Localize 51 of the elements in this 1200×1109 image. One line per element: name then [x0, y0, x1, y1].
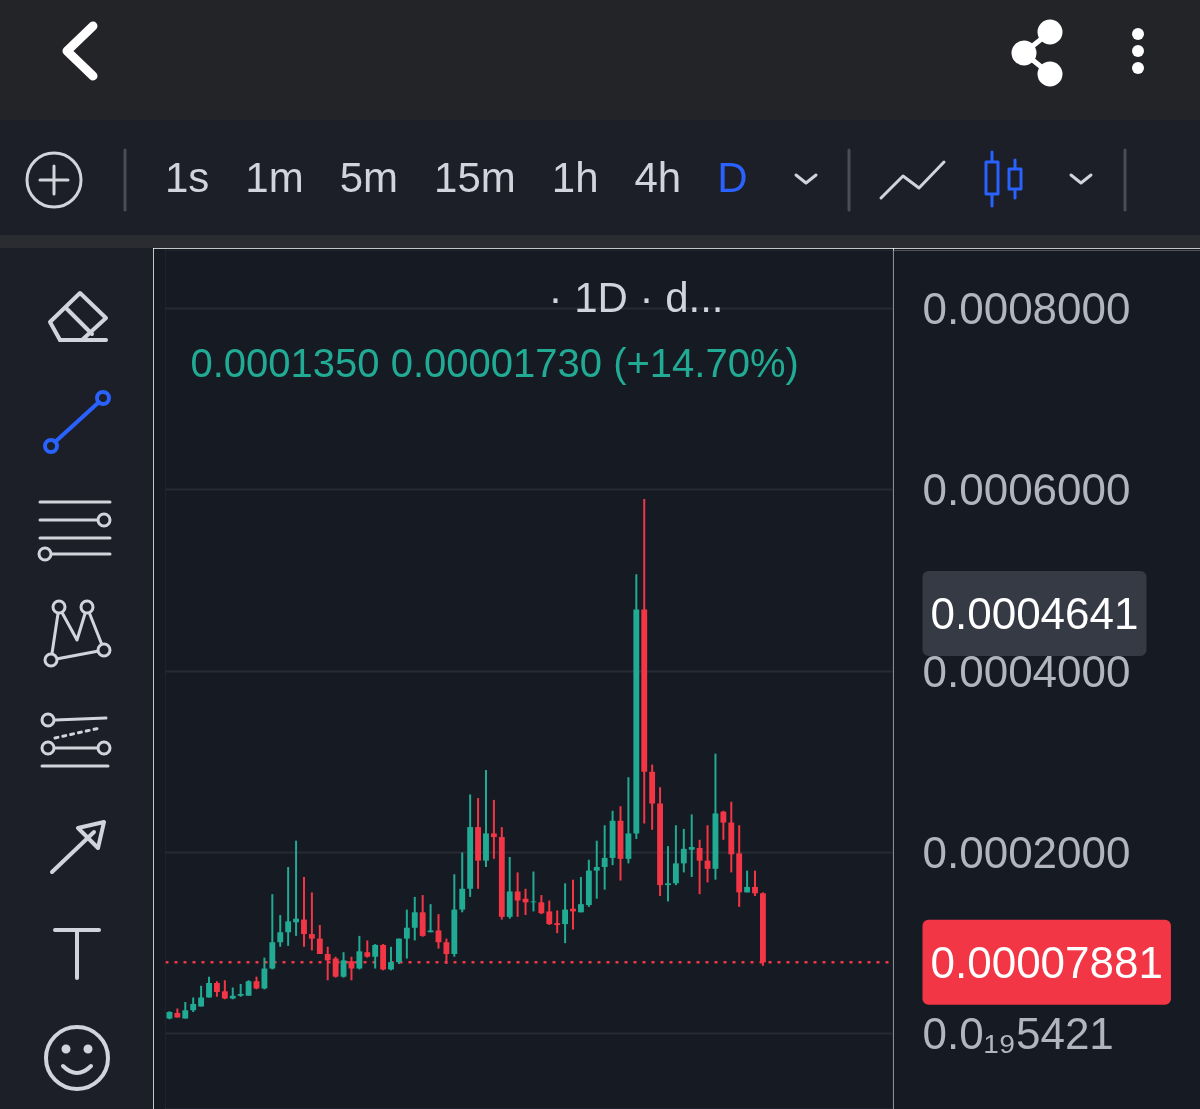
annotation: · 1D · d...	[548, 274, 724, 321]
candlestick	[261, 956, 268, 991]
candlestick	[427, 903, 434, 934]
candlestick	[356, 934, 363, 971]
candlestick	[285, 865, 292, 947]
text: 15m	[434, 152, 516, 203]
candlestick	[680, 827, 687, 874]
y-tick-label: 0.0008000	[922, 284, 1131, 334]
candlestick	[672, 824, 679, 887]
candlestick	[277, 914, 284, 948]
candlestick	[665, 845, 671, 903]
candlestick	[490, 798, 497, 860]
candlestick	[221, 979, 228, 1001]
candlestick	[546, 899, 553, 927]
candlestick	[316, 924, 323, 956]
candlestick	[419, 894, 426, 938]
y-tick-label: 0.0₁₉5421	[922, 1009, 1114, 1059]
candlestick	[720, 809, 727, 841]
text: 5m	[339, 152, 399, 203]
candlestick	[514, 871, 521, 918]
candlestick	[538, 894, 545, 916]
candlestick	[578, 875, 584, 914]
y-tick-label: 0.0004000	[922, 646, 1131, 696]
annotation: 0.0001350 0.00001730 (+14.70%)	[190, 340, 799, 385]
ref-line-label: 0.00007881	[930, 937, 1163, 987]
candlestick	[554, 909, 561, 935]
candlestick	[601, 824, 608, 891]
candlestick	[206, 975, 212, 999]
text: 1s	[165, 152, 210, 203]
candlestick	[593, 839, 600, 900]
candlestick	[396, 937, 402, 965]
candlestick	[403, 908, 410, 960]
candlestick	[696, 838, 703, 896]
text: 4h	[634, 152, 682, 203]
candlestick	[308, 891, 315, 952]
candlestick	[301, 875, 307, 948]
candlestick	[562, 882, 569, 945]
y-tick-label: 0.0002000	[922, 827, 1131, 877]
candlestick	[459, 851, 466, 914]
text: 1m	[245, 152, 304, 203]
candlestick	[530, 870, 537, 913]
candlestick	[388, 945, 394, 972]
y-tick-label: 0.0006000	[922, 465, 1131, 515]
candlestick	[372, 943, 379, 970]
text: D	[717, 152, 748, 203]
text: 1h	[551, 152, 599, 203]
text: 0.0004641	[930, 589, 1139, 638]
candlestick	[752, 869, 758, 897]
candlestick	[198, 984, 205, 1008]
candlestick	[688, 813, 695, 878]
candlestick	[411, 895, 418, 942]
